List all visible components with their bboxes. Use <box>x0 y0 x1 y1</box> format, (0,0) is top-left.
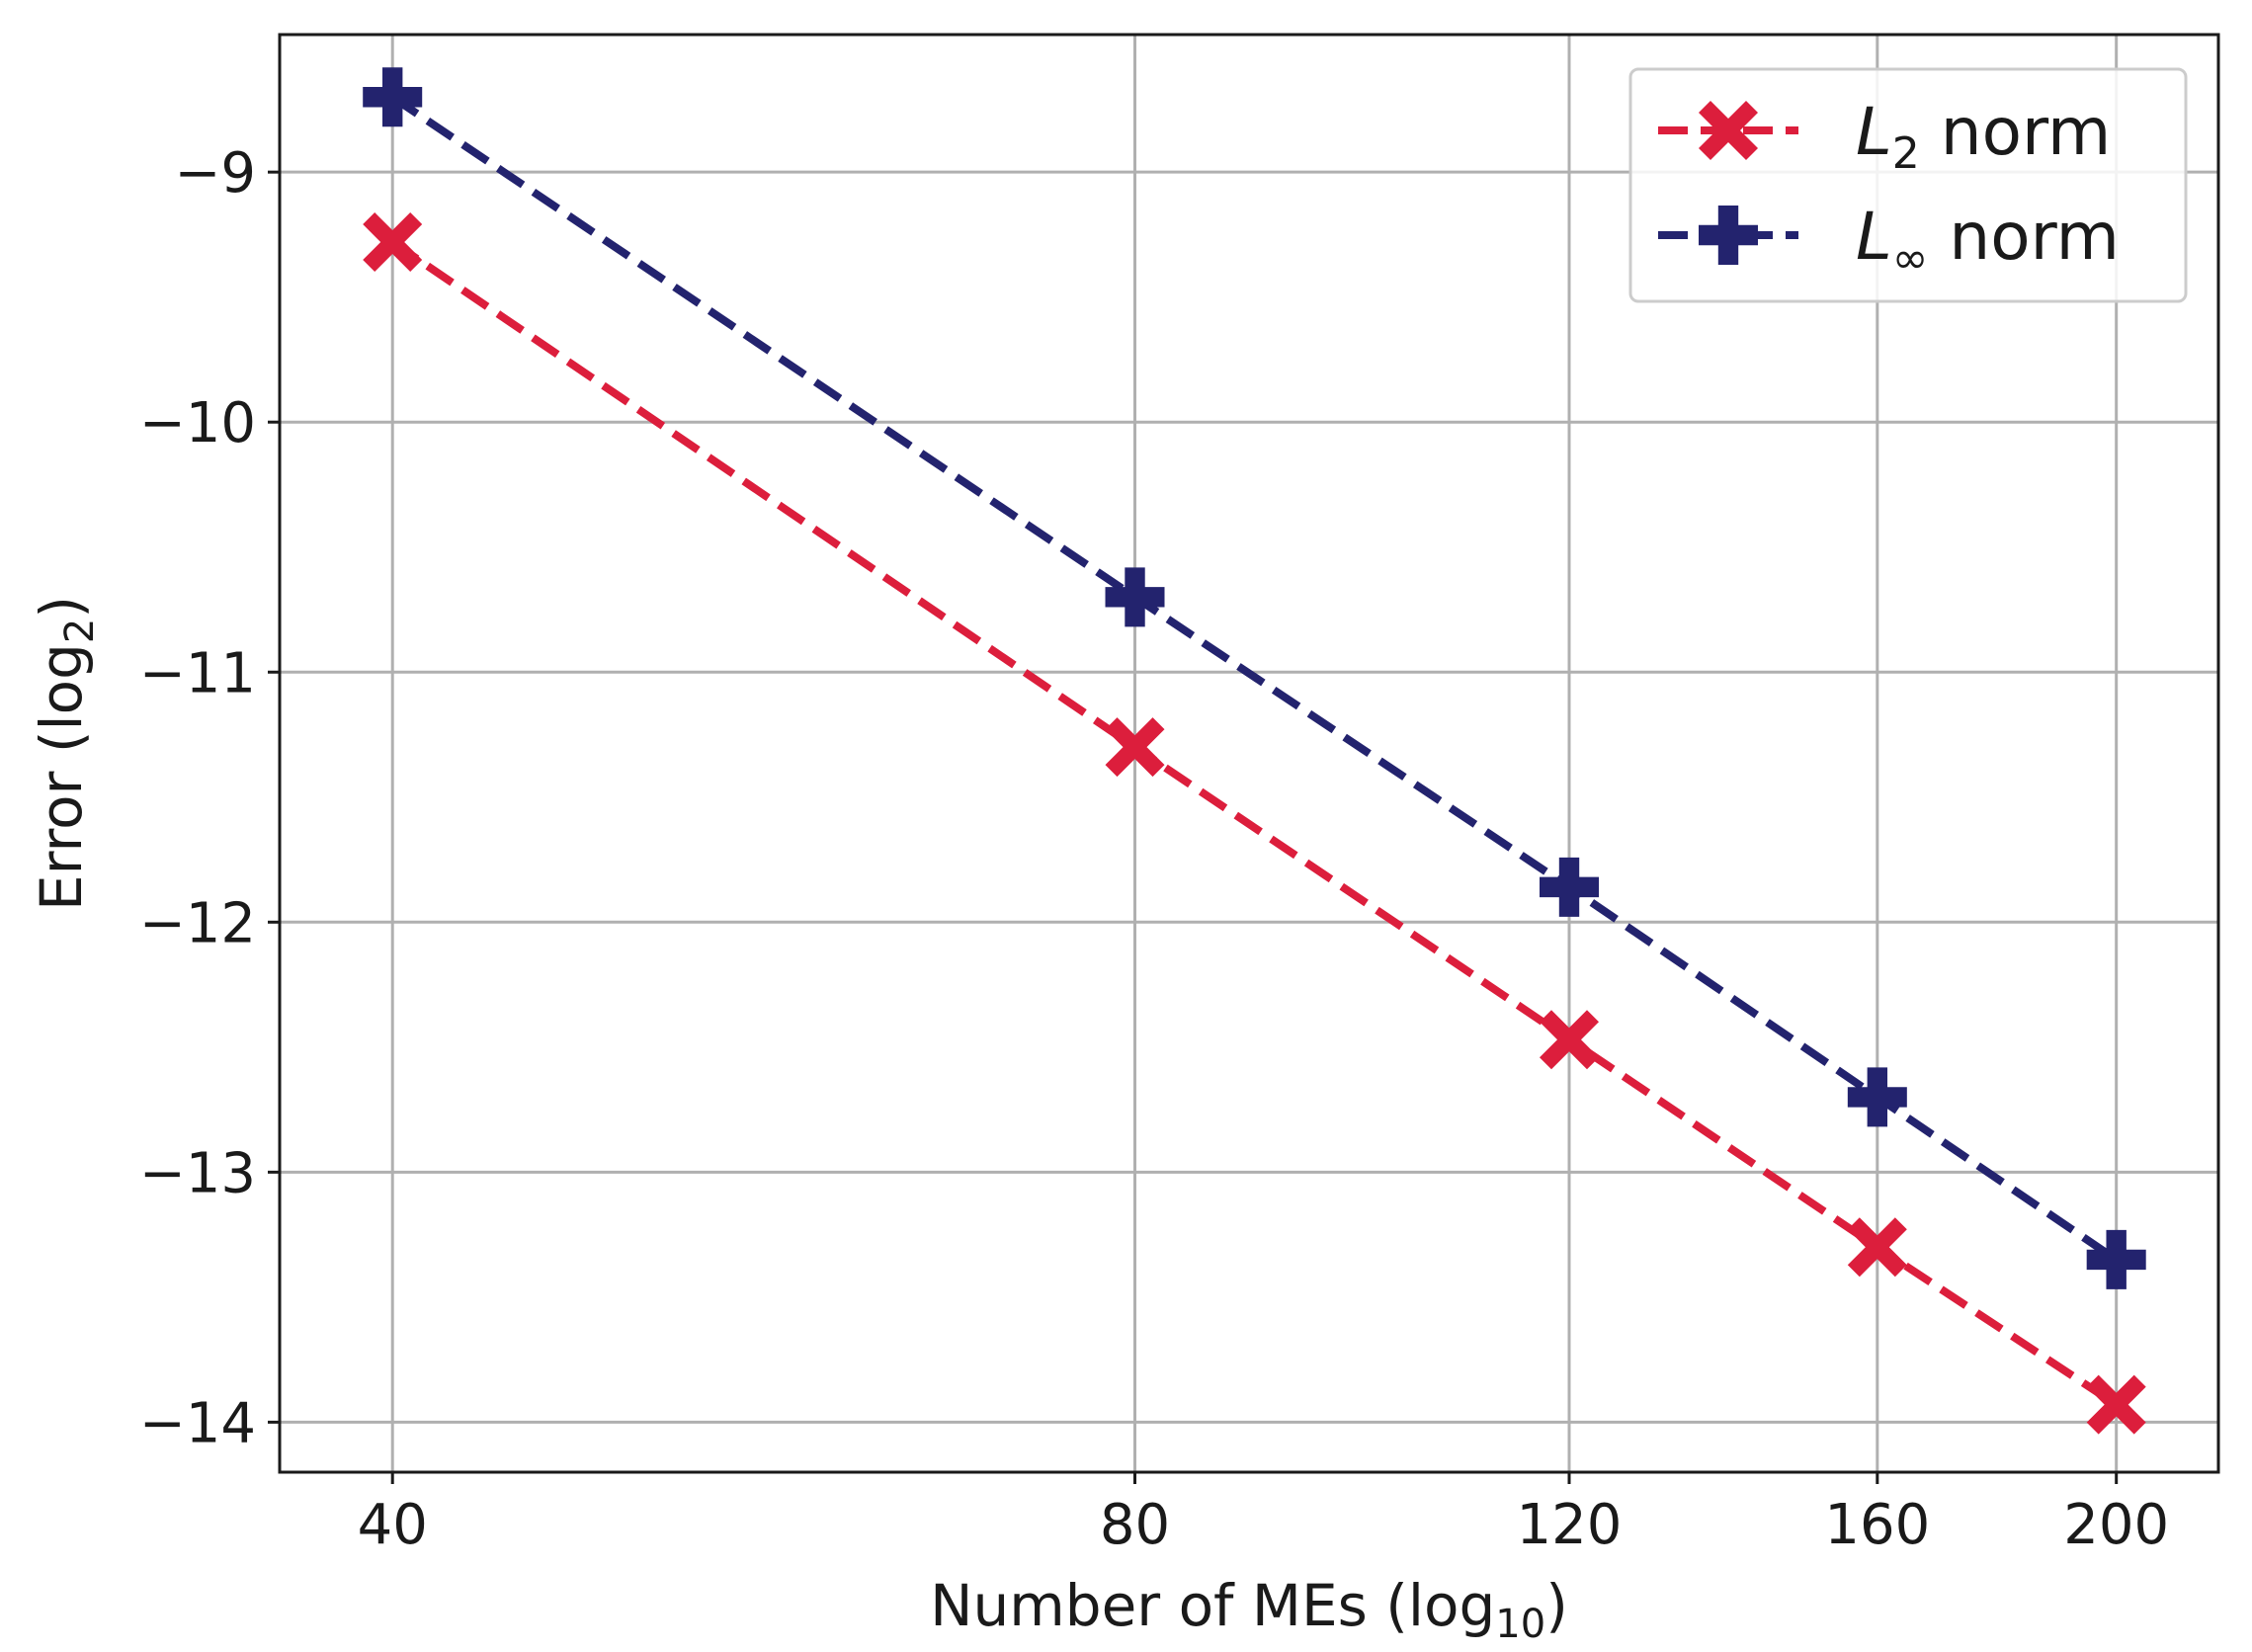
x-tick-label: 120 <box>1517 1493 1623 1557</box>
data-point-plus-marker <box>1540 857 1600 917</box>
legend-items: L2 norm L∞ norm <box>1658 94 2120 284</box>
y-tick-label: −10 <box>139 391 256 455</box>
series-l2-norm <box>363 212 2146 1435</box>
legend-x-marker <box>1699 101 1758 160</box>
data-point-x-marker <box>1847 1217 1907 1278</box>
y-axis-label-prefix: Error (log <box>28 643 95 911</box>
x-tick-label: 200 <box>2063 1493 2169 1557</box>
data-point-plus-marker <box>363 67 423 127</box>
data-point-x-marker <box>2086 1374 2146 1435</box>
y-axis-label: Error (log2) <box>28 596 103 911</box>
plot-frame <box>278 33 2220 1474</box>
x-tick-label: 80 <box>1100 1493 1170 1557</box>
data-point-plus-marker <box>1847 1067 1907 1127</box>
x-tick-label: 160 <box>1824 1493 1930 1557</box>
y-tick-label: −12 <box>139 891 256 955</box>
series-linf-norm <box>363 67 2146 1289</box>
x-axis-label-prefix: Number of MEs (log <box>930 1572 1495 1639</box>
y-axis-label-suffix: ) <box>28 596 95 619</box>
legend-label: L∞ norm <box>1856 199 2120 284</box>
legend-item: L2 norm <box>1658 94 2111 179</box>
x-axis-label-suffix: ) <box>1545 1572 1568 1639</box>
data-point-plus-marker <box>2086 1229 2146 1289</box>
data-point-x-marker <box>363 212 423 273</box>
data-point-x-marker <box>1540 1010 1600 1070</box>
series-layer <box>363 67 2146 1435</box>
x-tick-label: 40 <box>358 1493 428 1557</box>
x-axis-label-sub: 10 <box>1495 1602 1545 1647</box>
legend-label: L2 norm <box>1856 94 2111 179</box>
grid <box>280 35 2218 1472</box>
y-tick-label: −11 <box>139 641 256 705</box>
y-tick-label: −9 <box>174 141 256 206</box>
x-axis-label: Number of MEs (log10) <box>930 1572 1568 1647</box>
legend-plus-marker <box>1699 206 1758 265</box>
tick-labels: 40 80 120 160 200 −9 −10 −11 −12 −13 −14 <box>139 141 2169 1557</box>
legend: L2 norm L∞ norm <box>1628 67 2188 303</box>
data-point-plus-marker <box>1105 567 1165 627</box>
data-point-x-marker <box>1105 717 1165 778</box>
y-tick-label: −13 <box>139 1141 256 1205</box>
y-tick-label: −14 <box>139 1391 256 1455</box>
y-axis-label-sub: 2 <box>57 619 103 643</box>
legend-item: L∞ norm <box>1658 199 2120 284</box>
